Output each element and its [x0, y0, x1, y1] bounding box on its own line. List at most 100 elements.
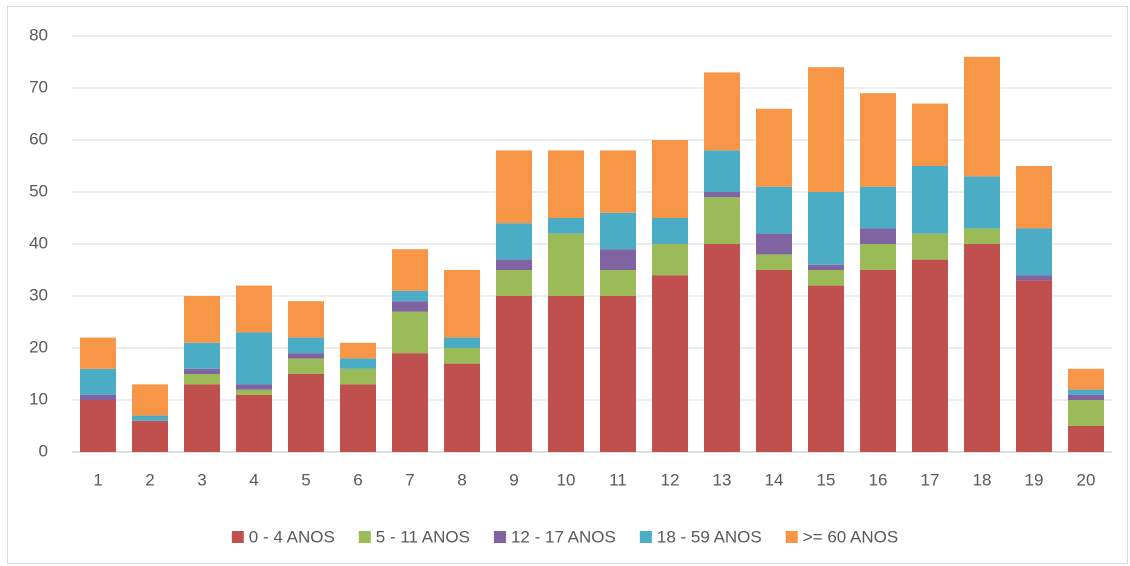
- bar-segment: [964, 244, 1000, 452]
- bar-segment: [80, 368, 116, 395]
- x-tick-label: 18: [973, 470, 992, 489]
- y-tick-label: 10: [29, 389, 48, 408]
- bar-segment: [548, 296, 584, 452]
- bar-segment: [340, 368, 376, 385]
- bar-segment: [444, 337, 480, 348]
- x-tick-label: 16: [869, 470, 888, 489]
- legend-swatch: [493, 531, 506, 543]
- bar-segment: [704, 244, 740, 452]
- x-tick-label: 8: [457, 470, 466, 489]
- bar-segment: [652, 275, 688, 452]
- bar-segment: [912, 259, 948, 452]
- x-tick-label: 14: [765, 470, 784, 489]
- bar-segment: [964, 228, 1000, 244]
- x-tick-label: 9: [509, 470, 518, 489]
- bar-segment: [548, 233, 584, 296]
- bar-segment: [132, 420, 168, 452]
- bar-segment: [964, 56, 1000, 177]
- bar-segment: [808, 67, 844, 192]
- bar-segment: [496, 259, 532, 270]
- bar-segment: [444, 348, 480, 364]
- bar-segment: [912, 103, 948, 166]
- x-tick-label: 15: [817, 470, 836, 489]
- bar-segment: [288, 337, 324, 354]
- bar-segment: [236, 389, 272, 395]
- bar-segment: [80, 394, 116, 400]
- y-tick-label: 40: [29, 233, 48, 252]
- bar-segment: [236, 384, 272, 390]
- x-tick-label: 2: [145, 470, 154, 489]
- bar-segment: [704, 72, 740, 151]
- bar-segment: [808, 270, 844, 286]
- legend-label: >= 60 ANOS: [803, 527, 898, 546]
- legend-label: 18 - 59 ANOS: [657, 527, 762, 546]
- bar-segment: [1016, 275, 1052, 281]
- bar-segment: [1068, 394, 1104, 400]
- bar-segment: [808, 192, 844, 265]
- x-tick-label: 20: [1077, 470, 1096, 489]
- bar-segment: [860, 93, 896, 187]
- bar-segment: [704, 192, 740, 198]
- bar-segment: [704, 150, 740, 192]
- bar-segment: [964, 176, 1000, 229]
- bar-segment: [860, 244, 896, 270]
- bar-segment: [860, 270, 896, 452]
- bar-segment: [600, 296, 636, 452]
- bar-segment: [288, 301, 324, 338]
- bar-segment: [288, 353, 324, 359]
- bar-segment: [132, 415, 168, 421]
- legend-swatch: [785, 531, 798, 543]
- bar-segment: [860, 186, 896, 229]
- bar-segment: [340, 342, 376, 359]
- x-tick-label: 19: [1025, 470, 1044, 489]
- x-tick-label: 11: [609, 470, 627, 489]
- bar-segment: [392, 290, 428, 302]
- y-tick-label: 60: [29, 129, 48, 148]
- bar-segment: [392, 249, 428, 291]
- bar-segment: [496, 270, 532, 296]
- x-tick-label: 7: [405, 470, 414, 489]
- bar-segment: [340, 384, 376, 452]
- bar-segment: [808, 264, 844, 270]
- bar-segment: [652, 218, 688, 244]
- bar-segment: [808, 285, 844, 452]
- x-tick-label: 5: [301, 470, 310, 489]
- x-tick-label: 13: [713, 470, 732, 489]
- bar-segment: [756, 270, 792, 452]
- bar-segment: [288, 374, 324, 452]
- legend-label: 5 - 11 ANOS: [376, 527, 470, 546]
- bar-segment: [80, 400, 116, 452]
- bar-segment: [1068, 400, 1104, 426]
- bar-segment: [704, 197, 740, 244]
- x-tick-label: 17: [921, 470, 940, 489]
- bar-segment: [340, 358, 376, 369]
- bar-segment: [600, 212, 636, 250]
- x-tick-label: 12: [661, 470, 680, 489]
- bar-segment: [184, 296, 220, 343]
- bar-segment: [184, 374, 220, 385]
- bar-segment: [236, 332, 272, 385]
- y-tick-label: 30: [29, 285, 48, 304]
- bar-segment: [912, 233, 948, 260]
- bar-segment: [444, 270, 480, 338]
- bar-segment: [392, 301, 428, 312]
- legend-swatch: [358, 531, 371, 543]
- bar-segment: [1068, 389, 1104, 395]
- bar-segment: [600, 249, 636, 270]
- bar-segment: [600, 150, 636, 213]
- bar-segment: [652, 244, 688, 276]
- bar-segment: [132, 384, 168, 416]
- bar-segment: [756, 186, 792, 234]
- bar-segment: [288, 358, 324, 374]
- legend-label: 12 - 17 ANOS: [511, 527, 616, 546]
- bar-segment: [548, 218, 584, 234]
- x-tick-label: 4: [249, 470, 258, 489]
- bar-segment: [80, 337, 116, 369]
- bar-segment: [184, 342, 220, 369]
- y-tick-label: 70: [29, 77, 48, 96]
- bar-segment: [912, 166, 948, 234]
- bar-segment: [756, 254, 792, 270]
- bar-segment: [1016, 228, 1052, 276]
- bar-segment: [444, 363, 480, 452]
